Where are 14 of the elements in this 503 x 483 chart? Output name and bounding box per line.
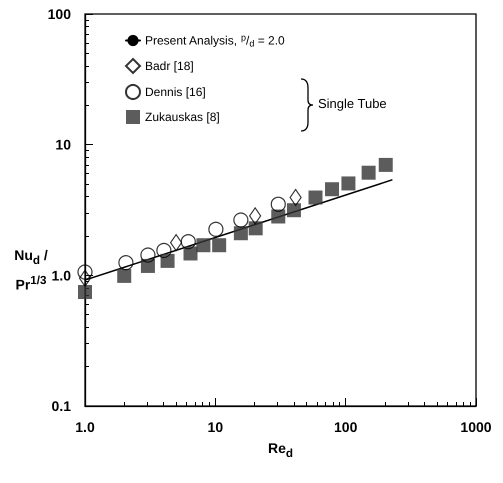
x-tick-label: 1.0 (75, 419, 95, 435)
x-tick-label: 100 (334, 419, 358, 435)
y-tick-label: 1.0 (52, 267, 72, 284)
x-tick-label: 1000 (460, 419, 492, 435)
y-tick-label: 100 (48, 6, 72, 22)
annotation: Single Tube (318, 96, 387, 111)
y-tick-label: 10 (55, 136, 72, 153)
legend-label: Dennis [16] (145, 85, 206, 99)
y-tick-label: 0.1 (52, 398, 72, 414)
legend-label: Badr [18] (145, 59, 194, 73)
x-axis-title: Re$_{d}$ (266, 440, 294, 460)
text: Nu$_{d}$ / Pr$^{1/3}$ (14, 247, 48, 292)
x-tick-label: 10 (208, 419, 224, 435)
legend-label: Zukauskas [8] (145, 110, 220, 124)
